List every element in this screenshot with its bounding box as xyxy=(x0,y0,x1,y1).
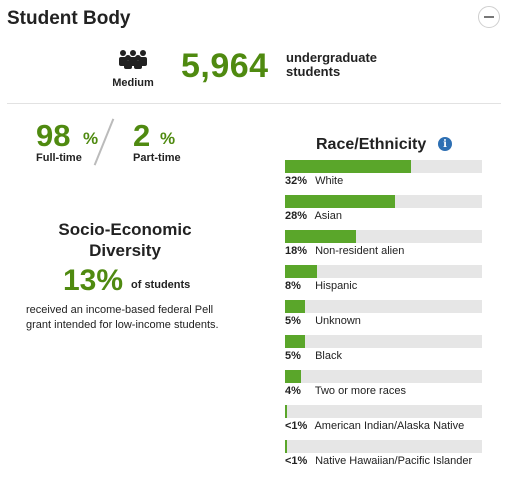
race-row: 5% Black xyxy=(285,335,482,370)
race-bar-fill xyxy=(285,370,301,383)
race-bar-fill xyxy=(285,230,356,243)
race-name: Two or more races xyxy=(314,385,406,397)
race-percent: <1% xyxy=(285,455,308,467)
people-group-icon xyxy=(119,50,147,69)
race-bar-fill xyxy=(285,405,287,418)
race-name: Black xyxy=(315,350,342,362)
race-label: <1% Native Hawaiian/Pacific Islander xyxy=(285,455,472,467)
pell-grant-description: received an income-based federal Pell gr… xyxy=(26,304,219,331)
pell-grant-percent: 13% xyxy=(63,264,124,297)
enrollment-text: undergraduate students xyxy=(286,50,378,79)
race-name: Native Hawaiian/Pacific Islander xyxy=(315,455,473,467)
race-row: 32% White xyxy=(285,160,482,195)
race-percent: 18% xyxy=(285,245,308,257)
race-label: 5% Unknown xyxy=(285,315,361,327)
race-label: 32% White xyxy=(285,175,343,187)
race-bar-track xyxy=(285,195,482,208)
collapse-button[interactable] xyxy=(478,6,500,28)
race-percent: 5% xyxy=(285,350,301,362)
race-bar-track xyxy=(285,370,482,383)
section-title: Student Body xyxy=(7,8,131,29)
part-time-percent-sign: % xyxy=(160,129,176,148)
race-bar-fill xyxy=(285,440,287,453)
race-bar-fill xyxy=(285,300,305,313)
race-bar-track xyxy=(285,265,482,278)
race-name: American Indian/Alaska Native xyxy=(314,420,465,432)
race-label: 4% Two or more races xyxy=(285,385,406,397)
race-label: 8% Hispanic xyxy=(285,280,357,292)
race-percent: 8% xyxy=(285,280,301,292)
race-name: Hispanic xyxy=(315,280,358,292)
race-bar-track xyxy=(285,230,482,243)
race-bar-fill xyxy=(285,195,395,208)
full-time-value: 98 xyxy=(36,118,71,153)
race-percent: 4% xyxy=(285,385,301,397)
socio-economic-title: Socio-Economic Diversity xyxy=(58,220,192,260)
full-time-label: Full-time xyxy=(36,152,82,164)
race-row: 8% Hispanic xyxy=(285,265,482,300)
race-bar-fill xyxy=(285,265,317,278)
race-percent: 5% xyxy=(285,315,301,327)
part-time-label: Part-time xyxy=(133,152,181,164)
race-row: <1% American Indian/Alaska Native xyxy=(285,405,482,440)
minus-icon xyxy=(484,16,494,18)
race-label: <1% American Indian/Alaska Native xyxy=(285,420,464,432)
race-bar-fill xyxy=(285,160,411,173)
race-bar-track xyxy=(285,160,482,173)
info-icon[interactable]: i xyxy=(438,137,452,151)
race-percent: 32% xyxy=(285,175,308,187)
race-name: Unknown xyxy=(315,315,361,327)
race-percent: 28% xyxy=(285,210,308,222)
of-students-label: of students xyxy=(131,279,191,291)
race-bar-track xyxy=(285,440,482,453)
race-name: White xyxy=(315,175,344,187)
part-time-value: 2 xyxy=(133,118,151,153)
race-ethnicity-list: 32% White 28% Asian 18% Non-resident alien… xyxy=(285,160,482,475)
race-row: 18% Non-resident alien xyxy=(285,230,482,265)
race-bar-track xyxy=(285,405,482,418)
race-name: Non-resident alien xyxy=(315,245,405,257)
race-row: 5% Unknown xyxy=(285,300,482,335)
race-name: Asian xyxy=(314,210,342,222)
divider xyxy=(7,103,501,104)
race-label: 28% Asian xyxy=(285,210,342,222)
school-size-label: Medium xyxy=(112,77,154,89)
race-percent: <1% xyxy=(285,420,308,432)
race-label: 18% Non-resident alien xyxy=(285,245,404,257)
race-row: 28% Asian xyxy=(285,195,482,230)
race-row: <1% Native Hawaiian/Pacific Islander xyxy=(285,440,482,475)
race-ethnicity-title: Race/Ethnicity xyxy=(316,136,427,153)
enrollment-count: 5,964 xyxy=(181,47,269,85)
race-label: 5% Black xyxy=(285,350,342,362)
full-time-percent-sign: % xyxy=(83,129,99,148)
race-bar-track xyxy=(285,335,482,348)
race-bar-fill xyxy=(285,335,305,348)
race-row: 4% Two or more races xyxy=(285,370,482,405)
race-bar-track xyxy=(285,300,482,313)
